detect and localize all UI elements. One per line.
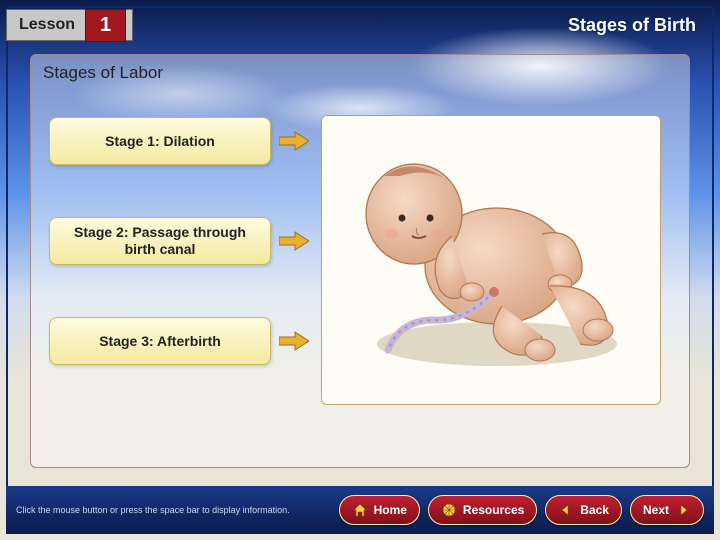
footer-bar: Click the mouse button or press the spac…: [6, 486, 714, 534]
content-panel: Stages of Labor Stage 1: Dilation Stage 2…: [30, 54, 690, 468]
next-button[interactable]: Next: [630, 495, 704, 525]
stage-button-2[interactable]: Stage 2: Passage through birth canal: [49, 217, 271, 265]
stage-button-3[interactable]: Stage 3: Afterbirth: [49, 317, 271, 365]
home-label: Home: [374, 503, 407, 517]
content-subtitle: Stages of Labor: [43, 63, 163, 83]
resources-icon: [441, 502, 457, 518]
home-button[interactable]: Home: [339, 495, 420, 525]
stage-label: Stage 3: Afterbirth: [99, 333, 221, 350]
page-title: Stages of Birth: [568, 15, 696, 36]
slide: Lesson 1 Stages of Birth Stages of Labor…: [0, 0, 720, 540]
back-button[interactable]: Back: [545, 495, 622, 525]
stage-label: Stage 2: Passage through birth canal: [58, 224, 262, 258]
resources-label: Resources: [463, 503, 524, 517]
lesson-label: Lesson: [19, 16, 75, 34]
lesson-number: 1: [85, 9, 126, 42]
back-label: Back: [580, 503, 609, 517]
next-icon: [675, 502, 691, 518]
stage-button-1[interactable]: Stage 1: Dilation: [49, 117, 271, 165]
baby-illustration: [322, 116, 661, 405]
header: Lesson 1 Stages of Birth: [6, 6, 714, 44]
back-icon: [558, 502, 574, 518]
arrow-right-icon: [279, 331, 309, 351]
home-icon: [352, 502, 368, 518]
arrow-right-icon: [279, 231, 309, 251]
next-label: Next: [643, 503, 669, 517]
lesson-tab: Lesson 1: [6, 9, 133, 41]
arrow-right-icon: [279, 131, 309, 151]
illustration-frame: [321, 115, 661, 405]
footer-hint: Click the mouse button or press the spac…: [16, 505, 331, 515]
stage-label: Stage 1: Dilation: [105, 133, 215, 150]
resources-button[interactable]: Resources: [428, 495, 537, 525]
